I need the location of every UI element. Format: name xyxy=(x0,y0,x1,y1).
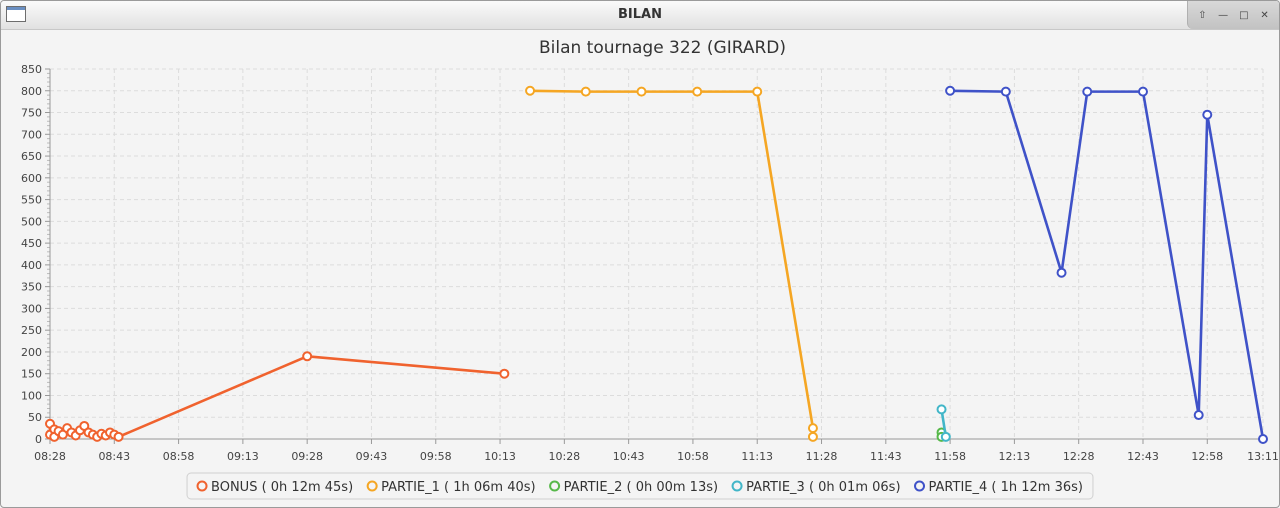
close-icon[interactable]: ✕ xyxy=(1260,9,1269,21)
legend-label: PARTIE_2 ( 0h 00m 13s) xyxy=(564,480,718,495)
data-point xyxy=(945,85,956,96)
y-tick-label: 550 xyxy=(21,194,42,207)
data-point xyxy=(807,431,818,442)
x-tick-label: 08:28 xyxy=(34,450,66,463)
legend-marker xyxy=(366,480,378,492)
x-tick-label: 09:43 xyxy=(356,450,388,463)
y-tick-label: 350 xyxy=(21,281,42,294)
data-point xyxy=(525,85,536,96)
y-tick-label: 650 xyxy=(21,150,42,163)
x-tick-label: 12:28 xyxy=(1063,450,1095,463)
title-bar[interactable]: BILAN ⇧ — □ ✕ xyxy=(1,1,1279,30)
legend-marker xyxy=(731,480,743,492)
chart-title: Bilan tournage 322 (GIRARD) xyxy=(539,38,786,58)
legend: BONUS ( 0h 12m 45s) PARTIE_1 ( 1h 06m 40s… xyxy=(186,472,1094,500)
data-point xyxy=(1000,86,1011,97)
minimize-icon[interactable]: — xyxy=(1218,9,1229,21)
x-tick-label: 09:13 xyxy=(227,450,259,463)
data-point xyxy=(499,368,510,379)
legend-marker xyxy=(549,480,561,492)
data-point xyxy=(940,431,951,442)
y-tick-label: 800 xyxy=(21,85,42,98)
x-tick-label: 09:28 xyxy=(291,450,323,463)
y-tick-label: 250 xyxy=(21,324,42,337)
data-point xyxy=(692,86,703,97)
x-tick-label: 10:13 xyxy=(484,450,516,463)
y-tick-label: 200 xyxy=(21,346,42,359)
data-point xyxy=(302,351,313,362)
maximize-icon[interactable]: □ xyxy=(1239,9,1249,21)
y-tick-label: 400 xyxy=(21,259,42,272)
line-chart: Bilan tournage 322 (GIRARD) 0 50 100 150 200 2… xyxy=(21,38,1279,500)
data-point xyxy=(636,86,647,97)
y-tick-label: 300 xyxy=(21,302,42,315)
up-arrow-icon[interactable]: ⇧ xyxy=(1198,9,1207,21)
plot-area xyxy=(50,69,1263,439)
x-tick-label: 11:43 xyxy=(870,450,902,463)
data-point xyxy=(580,86,591,97)
window-controls: ⇧ — □ ✕ xyxy=(1187,1,1279,29)
x-tick-label: 09:58 xyxy=(420,450,452,463)
data-point xyxy=(1056,267,1067,278)
y-tick-label: 450 xyxy=(21,237,42,250)
legend-label: PARTIE_4 ( 1h 12m 36s) xyxy=(929,480,1083,495)
data-point xyxy=(807,423,818,434)
data-point xyxy=(936,404,947,415)
x-tick-label: 10:28 xyxy=(548,450,580,463)
y-tick-label: 700 xyxy=(21,128,42,141)
data-point xyxy=(1193,410,1204,421)
data-point xyxy=(1258,434,1268,444)
y-tick-label: 500 xyxy=(21,215,42,228)
data-point xyxy=(1202,109,1213,120)
x-tick-label: 08:43 xyxy=(98,450,130,463)
legend-marker xyxy=(196,480,208,492)
x-tick-label: 11:13 xyxy=(741,450,773,463)
x-tick-label: 11:28 xyxy=(806,450,838,463)
legend-label: BONUS ( 0h 12m 45s) xyxy=(211,480,353,495)
y-tick-label: 0 xyxy=(35,433,42,446)
legend-frame xyxy=(186,472,1094,500)
window-title: BILAN xyxy=(618,7,662,22)
x-tick-label: 13:11 xyxy=(1247,450,1279,463)
y-tick-label: 600 xyxy=(21,172,42,185)
y-tick-label: 750 xyxy=(21,107,42,120)
x-tick-label: 08:58 xyxy=(163,450,195,463)
legend-label: PARTIE_3 ( 0h 01m 06s) xyxy=(746,480,900,495)
data-point xyxy=(1082,86,1093,97)
x-tick-label: 12:13 xyxy=(999,450,1031,463)
y-tick-label: 100 xyxy=(21,389,42,402)
data-point xyxy=(752,86,763,97)
x-tick-label: 10:58 xyxy=(677,450,709,463)
legend-label: PARTIE_1 ( 1h 06m 40s) xyxy=(381,480,535,495)
y-tick-label: 850 xyxy=(21,63,42,76)
app-window-icon xyxy=(6,6,26,22)
x-tick-label: 12:43 xyxy=(1127,450,1159,463)
x-tick-label: 12:58 xyxy=(1191,450,1223,463)
data-point xyxy=(1137,86,1148,97)
x-tick-label: 11:58 xyxy=(934,450,966,463)
data-point xyxy=(113,431,124,442)
series-line-5 xyxy=(950,89,1265,440)
x-tick-label: 10:43 xyxy=(613,450,645,463)
y-tick-label: 50 xyxy=(28,411,42,424)
legend-marker xyxy=(914,480,926,492)
y-tick-label: 150 xyxy=(21,368,42,381)
